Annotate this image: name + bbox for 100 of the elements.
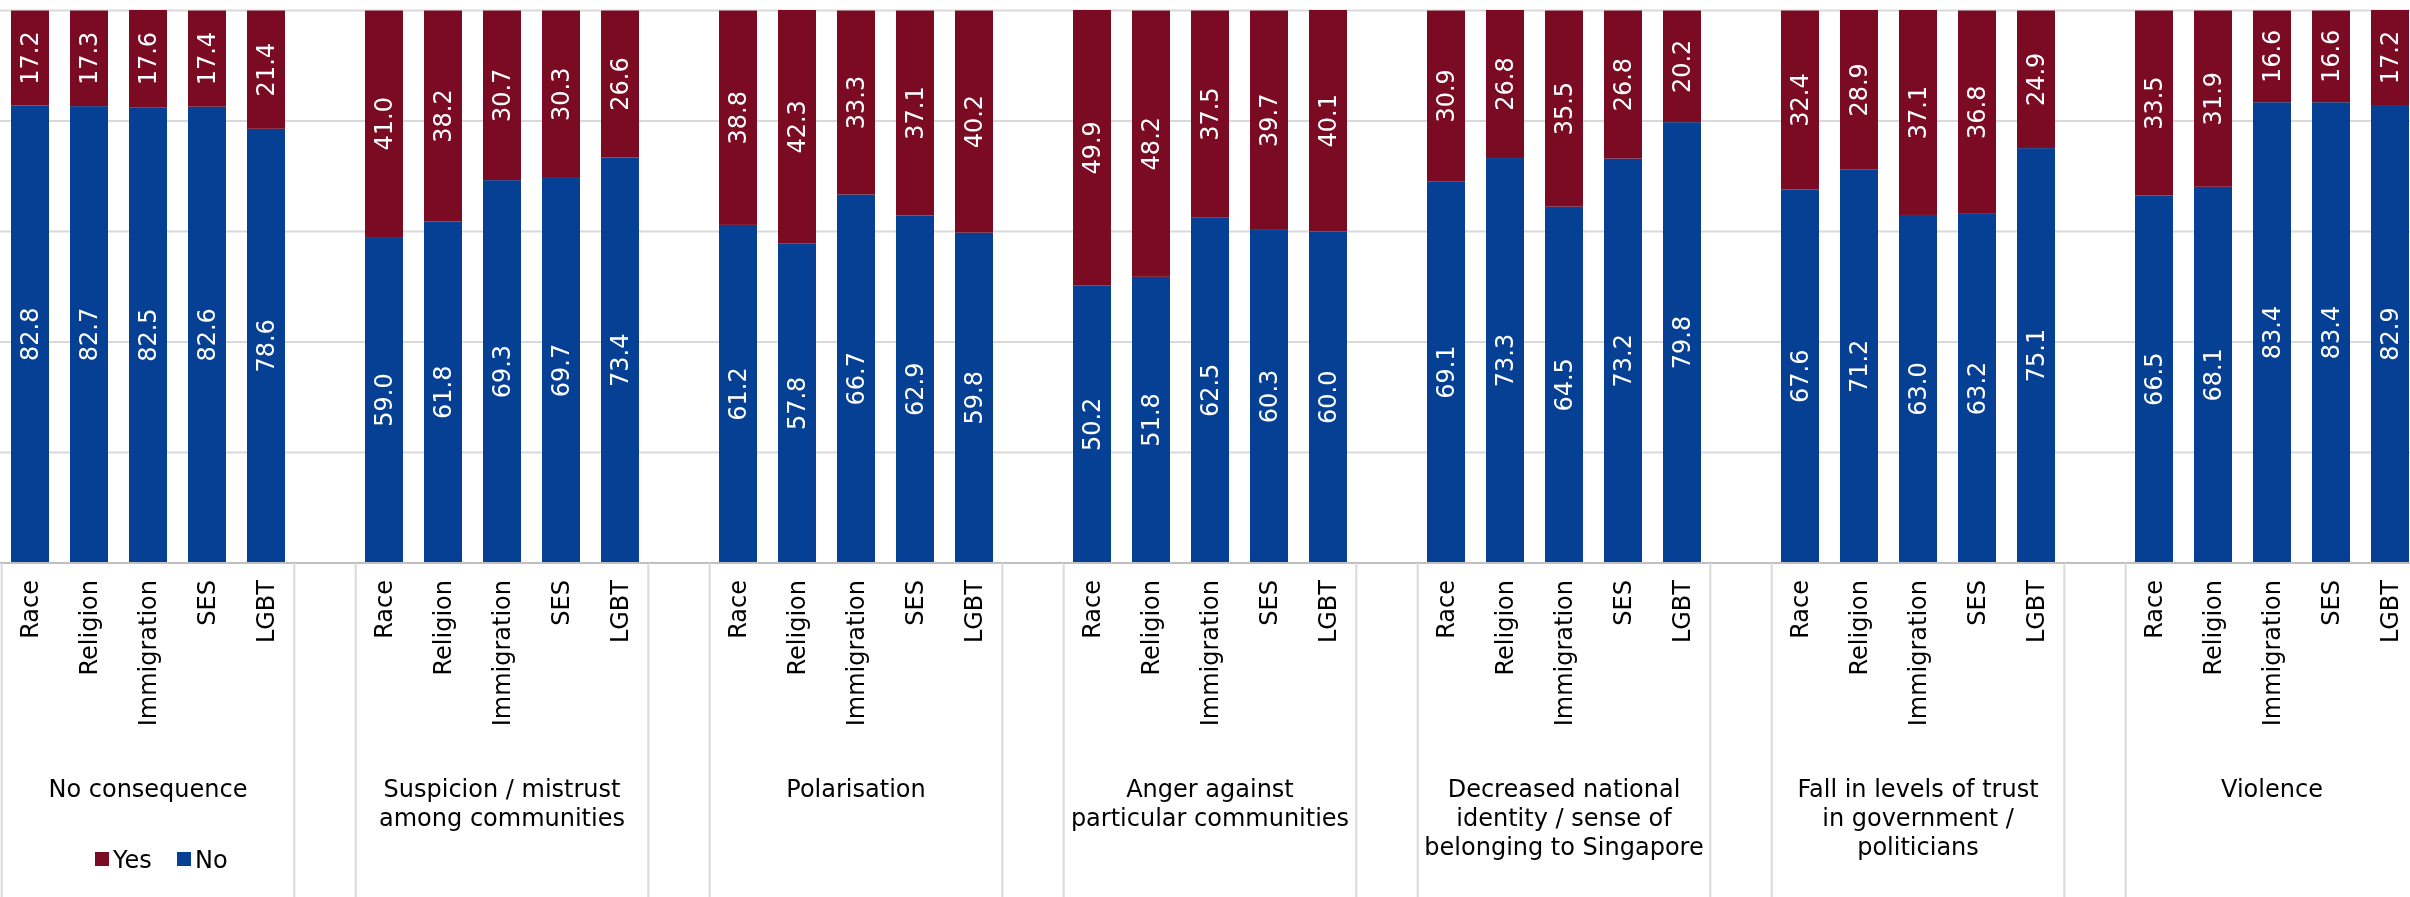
data-label: 63.2 bbox=[1963, 361, 1992, 416]
data-label: 38.8 bbox=[724, 91, 753, 145]
x-tick-label: Immigration bbox=[2258, 580, 2287, 727]
x-tick-label: Religion bbox=[1845, 580, 1874, 676]
x-tick-label: LGBT bbox=[2376, 579, 2405, 644]
x-tick-label: Religion bbox=[1137, 580, 1166, 676]
data-label: 73.3 bbox=[1491, 333, 1520, 388]
x-tick-label: LGBT bbox=[1314, 579, 1343, 644]
data-label: 41.0 bbox=[370, 97, 399, 151]
data-label: 66.5 bbox=[2140, 352, 2169, 407]
x-tick-label: Race bbox=[16, 580, 45, 639]
x-tick-label: Race bbox=[1078, 580, 1107, 639]
x-tick-label: Immigration bbox=[1904, 580, 1933, 727]
x-tick-label: SES bbox=[547, 580, 576, 626]
x-tick-label: LGBT bbox=[252, 579, 281, 644]
x-tick-label: SES bbox=[2317, 580, 2346, 626]
data-label: 37.1 bbox=[1904, 85, 1933, 140]
text: Fall in levels of trust in government / politicians bbox=[1797, 775, 2039, 861]
data-label: 37.5 bbox=[1196, 87, 1225, 141]
data-label: 17.6 bbox=[134, 31, 163, 86]
data-label: 30.7 bbox=[488, 68, 517, 123]
x-tick-label: SES bbox=[1963, 580, 1992, 626]
data-label: 83.4 bbox=[2258, 305, 2287, 360]
data-label: 16.6 bbox=[2258, 29, 2287, 84]
x-tick-label: Race bbox=[1432, 580, 1461, 639]
data-label: 50.2 bbox=[1078, 397, 1107, 452]
data-label: 73.2 bbox=[1609, 334, 1638, 388]
x-tick-label: Race bbox=[1786, 580, 1815, 639]
x-tick-label: Race bbox=[2140, 580, 2169, 639]
data-label: 82.9 bbox=[2376, 307, 2405, 361]
data-label: 83.4 bbox=[2317, 305, 2346, 360]
x-tick-label: Religion bbox=[2199, 580, 2228, 676]
x-tick-label: Religion bbox=[75, 580, 104, 676]
data-label: 61.8 bbox=[429, 365, 458, 420]
data-label: 26.6 bbox=[606, 57, 635, 111]
text: No consequence bbox=[48, 775, 248, 803]
data-label: 16.6 bbox=[2317, 29, 2346, 84]
data-label: 59.8 bbox=[960, 371, 989, 425]
data-label: 71.2 bbox=[1845, 339, 1874, 394]
data-label: 69.3 bbox=[488, 344, 517, 399]
data-label: 21.4 bbox=[252, 42, 281, 97]
data-label: 26.8 bbox=[1491, 57, 1520, 111]
data-label: 61.2 bbox=[724, 367, 753, 421]
data-label: 40.2 bbox=[960, 94, 989, 149]
data-label: 62.9 bbox=[901, 362, 930, 416]
data-label: 30.9 bbox=[1432, 69, 1461, 123]
x-tick-label: Race bbox=[724, 580, 753, 639]
data-label: 17.3 bbox=[75, 31, 104, 86]
data-label: 82.5 bbox=[134, 308, 163, 362]
data-label: 24.9 bbox=[2022, 52, 2051, 107]
x-tick-label: Religion bbox=[783, 580, 812, 676]
data-label: 48.2 bbox=[1137, 116, 1166, 171]
data-label: 33.5 bbox=[2140, 76, 2169, 130]
data-label: 40.1 bbox=[1314, 94, 1343, 148]
x-tick-label: LGBT bbox=[1668, 579, 1697, 644]
data-label: 63.0 bbox=[1904, 362, 1933, 416]
text: Violence bbox=[2221, 775, 2323, 803]
data-label: 82.7 bbox=[75, 307, 104, 362]
data-label: 17.4 bbox=[193, 31, 222, 86]
data-label: 79.8 bbox=[1668, 315, 1697, 370]
data-label: 17.2 bbox=[16, 31, 45, 85]
data-label: 38.2 bbox=[429, 89, 458, 143]
data-label: 57.8 bbox=[783, 376, 812, 431]
data-label: 62.5 bbox=[1196, 363, 1225, 418]
data-label: 33.3 bbox=[842, 75, 871, 130]
data-label: 75.1 bbox=[2022, 328, 2051, 383]
text: Suspicion / mistrust among communities bbox=[379, 775, 625, 832]
data-label: 36.8 bbox=[1963, 85, 1992, 139]
data-label: 60.0 bbox=[1314, 370, 1343, 424]
data-label: 69.7 bbox=[547, 343, 576, 398]
x-tick-label: LGBT bbox=[960, 579, 989, 644]
data-label: 31.9 bbox=[2199, 71, 2228, 126]
data-label: 82.8 bbox=[16, 307, 45, 362]
x-tick-label: SES bbox=[1609, 580, 1638, 626]
data-label: 28.9 bbox=[1845, 63, 1874, 117]
x-tick-label: SES bbox=[901, 580, 930, 626]
data-label: 42.3 bbox=[783, 100, 812, 154]
data-label: 73.4 bbox=[606, 333, 635, 387]
data-label: 39.7 bbox=[1255, 93, 1284, 147]
legend-label: Yes bbox=[112, 846, 152, 874]
data-label: 82.6 bbox=[193, 308, 222, 362]
text: Decreased national identity / sense of belonging to Singapore bbox=[1424, 775, 1704, 861]
data-label: 66.7 bbox=[842, 352, 871, 406]
data-label: 67.6 bbox=[1786, 349, 1815, 403]
x-tick-label: Immigration bbox=[1196, 580, 1225, 727]
text: Polarisation bbox=[786, 775, 926, 803]
data-label: 17.2 bbox=[2376, 30, 2405, 85]
x-tick-label: LGBT bbox=[2022, 579, 2051, 644]
data-label: 30.3 bbox=[547, 67, 576, 121]
x-tick-label: SES bbox=[193, 580, 222, 626]
data-label: 32.4 bbox=[1786, 73, 1815, 127]
data-label: 49.9 bbox=[1078, 121, 1107, 175]
data-label: 37.1 bbox=[901, 86, 930, 140]
data-label: 35.5 bbox=[1550, 81, 1579, 136]
x-tick-label: Religion bbox=[1491, 580, 1520, 676]
text: Anger against particular communities bbox=[1070, 775, 1350, 832]
data-label: 68.1 bbox=[2199, 348, 2228, 402]
data-label: 51.8 bbox=[1137, 393, 1166, 447]
data-label: 20.2 bbox=[1668, 39, 1697, 94]
x-tick-label: SES bbox=[1255, 580, 1284, 626]
